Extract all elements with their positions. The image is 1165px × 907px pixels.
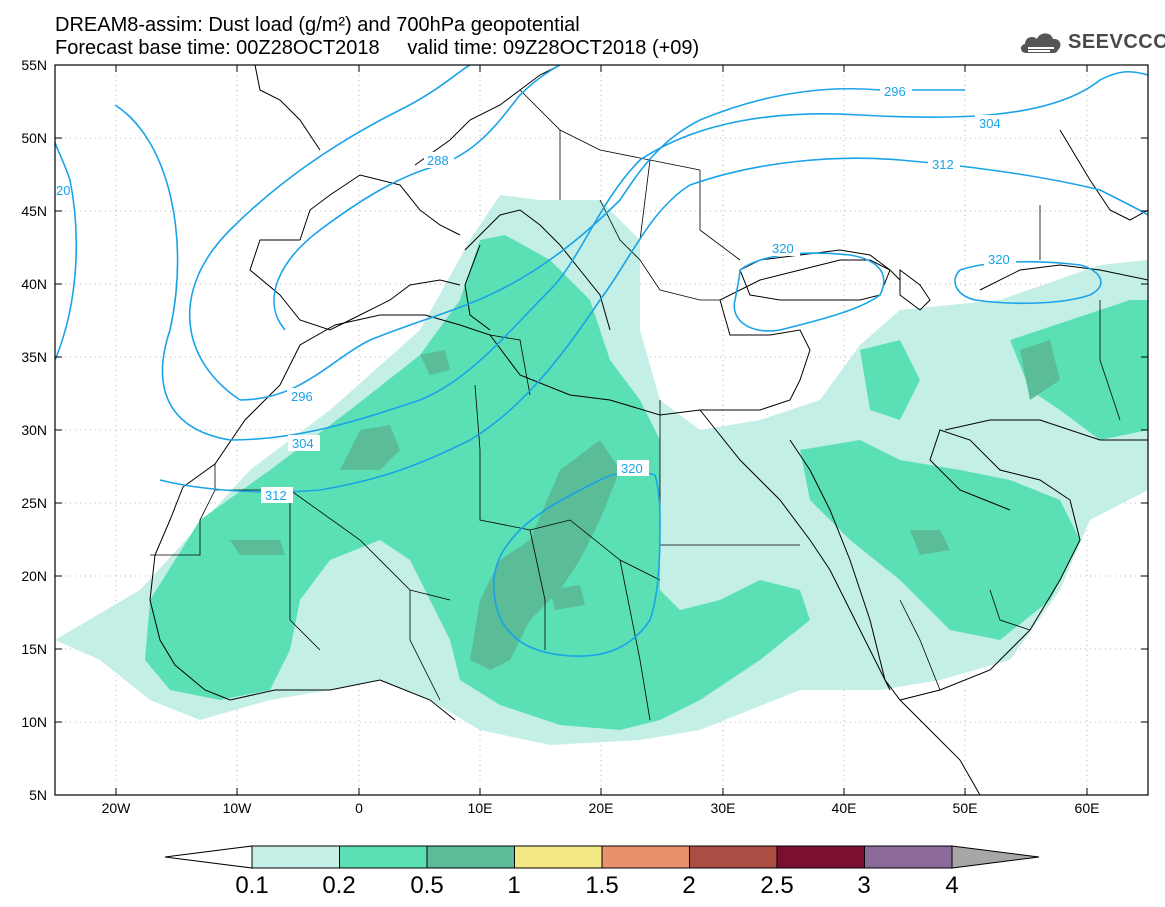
lat-label: 20N <box>21 568 47 584</box>
lon-label: 10W <box>223 800 253 816</box>
colorbar-label: 4 <box>945 872 958 899</box>
lat-label: 30N <box>21 422 47 438</box>
colorbar-label: 2.5 <box>760 872 793 899</box>
country-borders <box>150 89 1121 721</box>
colorbar-label: 1 <box>507 872 520 899</box>
contour-312-b <box>159 157 1148 493</box>
contour-320-east-b <box>954 260 1102 305</box>
dust-high <box>230 340 1060 670</box>
lat-label: 10N <box>21 714 47 730</box>
contour-304 <box>114 70 1148 441</box>
contour-labels: 296 304 288 312 320 320 296 304 312 320 … <box>56 83 1016 503</box>
lon-label: 50E <box>953 800 978 816</box>
contour-label-304-africa: 304 <box>292 436 314 451</box>
longitude-labels: 20W 10W 0 10E 20E 30E 40E 50E 60E <box>102 800 1100 816</box>
lon-label: 20E <box>589 800 614 816</box>
contour-label-312-africa: 312 <box>265 488 287 503</box>
colorbar-label: 3 <box>857 872 870 899</box>
colorbar-label: 0.5 <box>410 872 443 899</box>
colorbar: 0.1 0.2 0.5 1 1.5 2 2.5 3 4 <box>164 845 1040 899</box>
lon-label: 30E <box>711 800 736 816</box>
colorbar-box <box>776 845 865 869</box>
contour-296-west-b <box>239 87 965 401</box>
contour-label-296: 296 <box>884 84 906 99</box>
contour-label-296-africa: 296 <box>291 389 313 404</box>
lat-label: 50N <box>21 130 47 146</box>
colorbar-label: 1.5 <box>585 872 618 899</box>
seevccc-logo: SEEVCCC <box>1018 27 1165 57</box>
contour-label-edge: 20 <box>56 183 70 198</box>
colorbar-box <box>251 845 340 869</box>
lat-label: 35N <box>21 349 47 365</box>
colorbar-over-arrow <box>951 845 1040 869</box>
contour-label-312: 312 <box>932 157 954 172</box>
geopotential-contours <box>55 65 1148 658</box>
colorbar-under-arrow <box>164 845 253 869</box>
colorbar-box <box>514 845 603 869</box>
contour-312 <box>55 130 78 361</box>
colorbar-box <box>689 845 778 869</box>
contour-label-304: 304 <box>979 116 1001 131</box>
lon-label: 40E <box>832 800 857 816</box>
contour-320-africa <box>492 470 661 658</box>
map-title: DREAM8-assim: Dust load (g/m²) and 700hP… <box>55 14 580 36</box>
cloud-icon <box>1020 33 1061 53</box>
colorbar-box <box>339 845 428 869</box>
contour-320-east <box>733 252 885 332</box>
logo-text: SEEVCCC <box>1068 30 1165 53</box>
lon-label: 60E <box>1075 800 1100 816</box>
lon-label: 0 <box>355 800 363 816</box>
latitude-labels: 55N 50N 45N 40N 35N 30N 25N 20N 15N 10N … <box>21 57 47 803</box>
colorbar-label: 2 <box>682 872 695 899</box>
contour-296-west <box>188 65 471 401</box>
lat-label: 55N <box>21 57 47 73</box>
lon-label: 20W <box>102 800 132 816</box>
contour-label-288: 288 <box>427 153 449 168</box>
colorbar-box <box>426 845 515 869</box>
lat-label: 25N <box>21 495 47 511</box>
lat-label: 40N <box>21 276 47 292</box>
colorbar-box <box>601 845 690 869</box>
colorbar-label: 0.2 <box>322 872 355 899</box>
colorbar-label: 0.1 <box>235 872 268 899</box>
colorbar-box <box>864 845 953 869</box>
contour-288 <box>273 65 561 331</box>
lat-label: 45N <box>21 203 47 219</box>
coastlines <box>149 65 1148 795</box>
forecast-time-line: Forecast base time: 00Z28OCT2018 valid t… <box>55 37 700 59</box>
contour-label-320-turkey: 320 <box>772 241 794 256</box>
lon-label: 10E <box>468 800 493 816</box>
contour-label-320-caspian: 320 <box>988 252 1010 267</box>
contour-label-320-africa: 320 <box>621 461 643 476</box>
colorbar-boxes <box>251 845 953 869</box>
lat-label: 5N <box>29 787 47 803</box>
lat-label: 15N <box>21 641 47 657</box>
tick-marks <box>55 65 1148 795</box>
